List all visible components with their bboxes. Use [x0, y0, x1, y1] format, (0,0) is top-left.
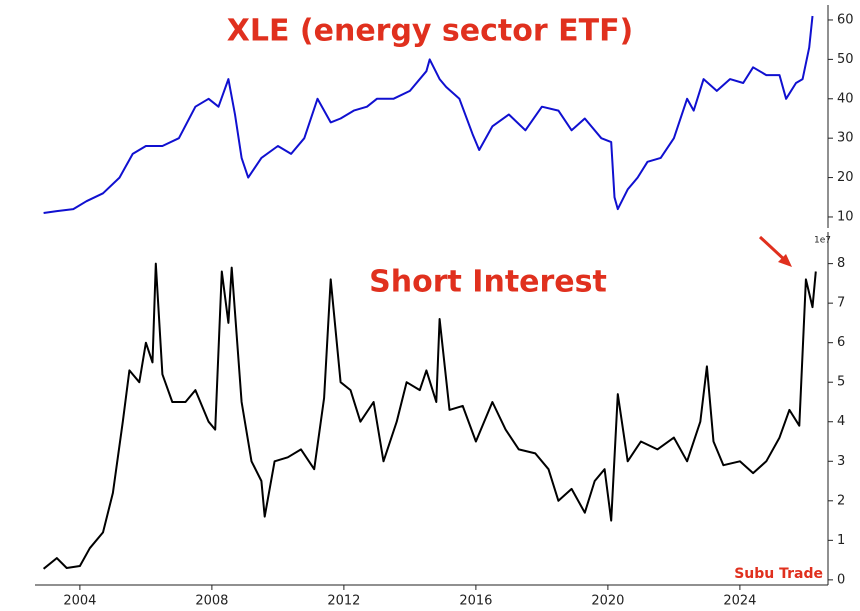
y-tick-label: 1: [837, 533, 845, 548]
x-tick-label: 2016: [459, 594, 492, 609]
y-tick-label: 7: [837, 296, 845, 311]
data-line: [43, 15, 814, 214]
x-tick-label: 2012: [327, 594, 360, 609]
y-tick-label: 3: [837, 454, 845, 469]
x-tick-label: 2020: [591, 594, 624, 609]
offset-label: 1e7: [814, 236, 831, 246]
y-tick-label: 60: [837, 12, 854, 27]
x-tick-label: 2004: [63, 594, 96, 609]
y-tick-label: 4: [837, 414, 845, 429]
chart-title: Short Interest: [369, 265, 607, 300]
y-tick-label: 0: [837, 572, 845, 587]
y-tick-label: 20: [837, 170, 854, 185]
chart-title: XLE (energy sector ETF): [227, 14, 634, 49]
x-tick-label: 2008: [195, 594, 228, 609]
y-tick-label: 2: [837, 493, 845, 508]
y-tick-label: 8: [837, 256, 845, 271]
y-tick-label: 40: [837, 91, 854, 106]
y-tick-label: 30: [837, 131, 854, 146]
y-tick-label: 10: [837, 209, 854, 224]
data-line: [42, 262, 817, 570]
annotation-arrowhead: [778, 254, 792, 267]
y-tick-label: 5: [837, 375, 845, 390]
x-tick-label: 2024: [723, 594, 756, 609]
y-tick-label: 50: [837, 52, 854, 67]
y-tick-label: 6: [837, 335, 845, 350]
watermark: Subu Trade: [734, 566, 823, 582]
